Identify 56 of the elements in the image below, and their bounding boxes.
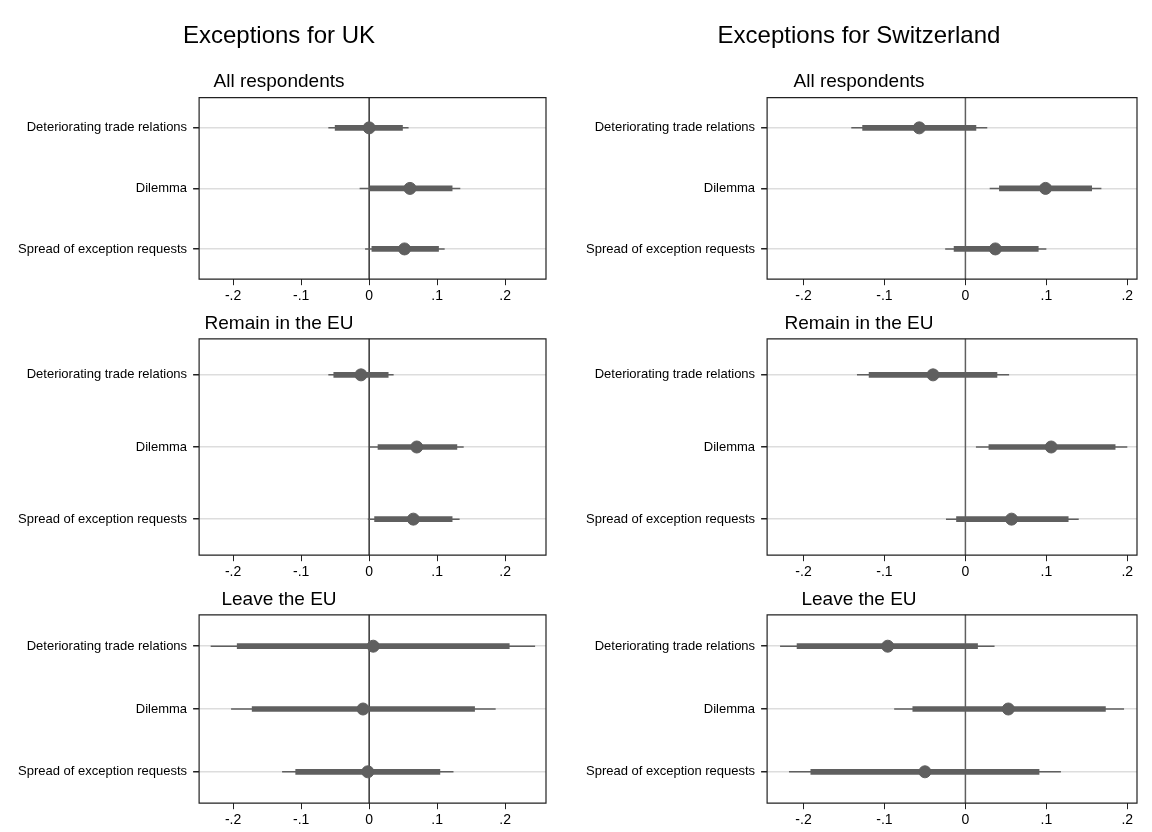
chart-title: Exceptions for UK: [182, 21, 376, 49]
x-tick-label: .2: [499, 811, 512, 828]
y-tick-label: Dilemma: [703, 179, 756, 195]
y-tick-label: Dilemma: [703, 700, 756, 716]
x-tick-label: .1: [1040, 811, 1053, 828]
x-tick-label: 0: [365, 287, 374, 304]
y-tick-label: Deteriorating trade relations: [594, 637, 756, 653]
chart-title: Leave the EU: [801, 587, 917, 609]
x-tick-label: .1: [1040, 563, 1053, 580]
y-tick-label: Dilemma: [703, 438, 756, 454]
chart-subtitle: All respondents: [793, 70, 925, 92]
x-tick-label: -.2: [795, 563, 812, 580]
x-tick-label: 0: [961, 287, 970, 304]
x-tick-label: .2: [1121, 287, 1134, 304]
chart-title: Remain in the EU: [784, 311, 934, 333]
y-tick-label: Deteriorating trade relations: [26, 637, 188, 653]
y-tick-label: Dilemma: [135, 438, 188, 454]
y-tick-label: Spread of exception requests: [18, 763, 188, 779]
y-tick-label: Dilemma: [135, 700, 188, 716]
x-tick-label: 0: [961, 811, 970, 828]
y-tick-label: Deteriorating trade relations: [26, 119, 188, 135]
chart-title: Remain in the EU: [204, 311, 354, 333]
y-tick-label: Spread of exception requests: [586, 763, 756, 779]
y-tick-label: Deteriorating trade relations: [26, 366, 188, 382]
chart-title: Leave the EU: [221, 587, 337, 609]
x-tick-label: .2: [499, 563, 512, 580]
x-tick-label: 0: [365, 811, 374, 828]
x-tick-label: -.2: [224, 563, 242, 580]
x-tick-label: 0: [961, 563, 970, 580]
x-tick-label: -.1: [292, 563, 310, 580]
x-tick-label: .1: [431, 811, 444, 828]
x-tick-label: 0: [365, 563, 374, 580]
y-tick-label: Spread of exception requests: [586, 240, 756, 256]
x-tick-label: .1: [431, 287, 444, 304]
chart-title: Exceptions for Switzerland: [717, 21, 1001, 49]
x-tick-label: -.2: [224, 287, 242, 304]
x-tick-label: -.1: [876, 287, 893, 304]
x-tick-label: .1: [431, 563, 444, 580]
x-tick-label: -.1: [876, 563, 893, 580]
x-tick-label: -.1: [292, 287, 310, 304]
y-tick-label: Deteriorating trade relations: [594, 119, 756, 135]
y-tick-label: Dilemma: [135, 179, 188, 195]
x-tick-label: .2: [1121, 811, 1134, 828]
x-tick-label: -.2: [224, 811, 242, 828]
x-tick-label: -.2: [795, 811, 812, 828]
y-tick-label: Deteriorating trade relations: [594, 366, 756, 382]
chart-subtitle: All respondents: [213, 70, 345, 92]
x-tick-label: -.2: [795, 287, 812, 304]
x-tick-label: -.1: [292, 811, 310, 828]
y-tick-label: Spread of exception requests: [18, 510, 188, 526]
y-tick-label: Spread of exception requests: [18, 240, 188, 256]
x-tick-label: .2: [499, 287, 512, 304]
y-tick-label: Spread of exception requests: [586, 510, 756, 526]
x-tick-label: -.1: [876, 811, 893, 828]
x-tick-label: .1: [1040, 287, 1053, 304]
x-tick-label: .2: [1121, 563, 1134, 580]
